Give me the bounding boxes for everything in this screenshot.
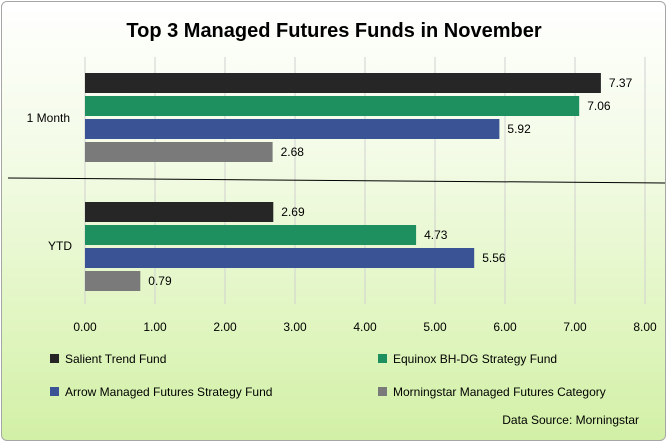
legend-swatch [378,354,387,363]
data-label: 5.92 [507,122,531,136]
data-label: 7.37 [609,76,633,90]
source-note: Data Source: Morningstar [502,413,639,427]
x-tick-label: 1.00 [143,320,167,334]
x-tick-label: 2.00 [213,320,237,334]
data-label: 2.68 [281,145,305,159]
category-label: 1 Month [27,111,70,125]
x-tick-label: 8.00 [633,320,657,334]
x-tick-label: 3.00 [283,320,307,334]
x-tick-label: 6.00 [493,320,517,334]
x-tick-label: 4.00 [353,320,377,334]
legend-label: Arrow Managed Futures Strategy Fund [65,385,272,399]
legend: Salient Trend Fund Equinox BH-DG Strategy… [50,352,606,399]
data-label: 5.56 [482,251,506,265]
data-label: 7.06 [587,99,611,113]
bar [85,142,273,162]
category-label: YTD [48,239,72,253]
legend-swatch [50,387,59,396]
category-labels: 1 Month YTD [27,111,73,253]
bars [85,73,601,291]
legend-label: Salient Trend Fund [65,352,166,366]
bar [85,225,417,245]
bar [85,96,580,116]
data-labels: 7.37 2.69 7.06 4.73 5.92 5.56 2.68 0.79 [148,76,632,288]
category-divider [7,177,665,184]
bar [85,73,601,93]
legend-swatch [50,354,59,363]
x-axis-ticks: 0.00 1.00 2.00 3.00 4.00 5.00 6.00 7.00 8.00 [73,320,657,334]
bar [85,248,475,268]
bar [85,271,141,291]
legend-label: Morningstar Managed Futures Category [393,385,606,399]
data-label: 0.79 [148,274,172,288]
data-label: 2.69 [281,205,305,219]
legend-swatch [378,387,387,396]
x-tick-label: 7.00 [563,320,587,334]
chart-title: Top 3 Managed Futures Funds in November [126,20,541,42]
data-label: 4.73 [424,228,448,242]
legend-label: Equinox BH-DG Strategy Fund [393,352,557,366]
bar [85,119,500,139]
x-tick-label: 0.00 [73,320,97,334]
x-tick-label: 5.00 [423,320,447,334]
bar [85,202,274,222]
